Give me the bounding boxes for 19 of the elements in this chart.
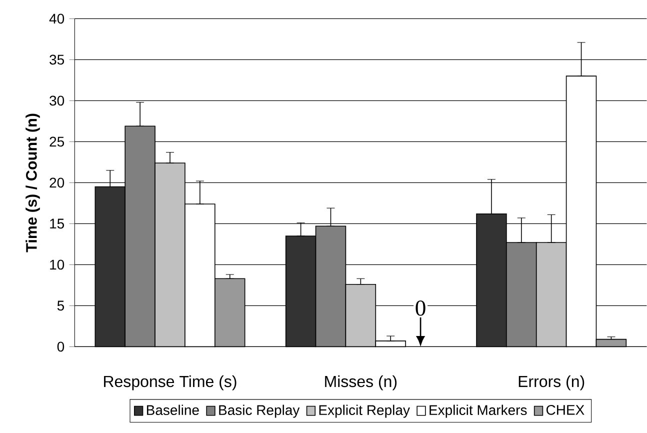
y-tick-label: 15 <box>50 218 64 228</box>
x-tick-label: Errors (n) <box>518 375 584 390</box>
legend-label: Explicit Markers <box>430 404 527 418</box>
legend-label: CHEX <box>546 404 584 415</box>
x-tick-label: Response Time (s) <box>104 375 236 390</box>
legend-label: Baseline <box>146 404 199 415</box>
y-tick-label: 5 <box>57 300 64 310</box>
annotation: 0 <box>416 300 426 316</box>
y-tick-label: 35 <box>50 54 64 64</box>
y-tick-label: 20 <box>50 178 64 188</box>
legend-label: Basic Replay <box>219 404 300 418</box>
x-tick-label: Misses (n) <box>325 375 397 390</box>
legend-label: Explicit Replay <box>319 404 410 418</box>
y-tick-label: 40 <box>49 14 64 24</box>
y-tick-label: 30 <box>50 96 64 106</box>
y-axis-title: Time (s) / Count (n) <box>26 114 40 252</box>
y-tick-label: 25 <box>50 136 64 146</box>
y-tick-label: 10 <box>50 260 64 270</box>
y-tick-label: 0 <box>57 342 64 352</box>
